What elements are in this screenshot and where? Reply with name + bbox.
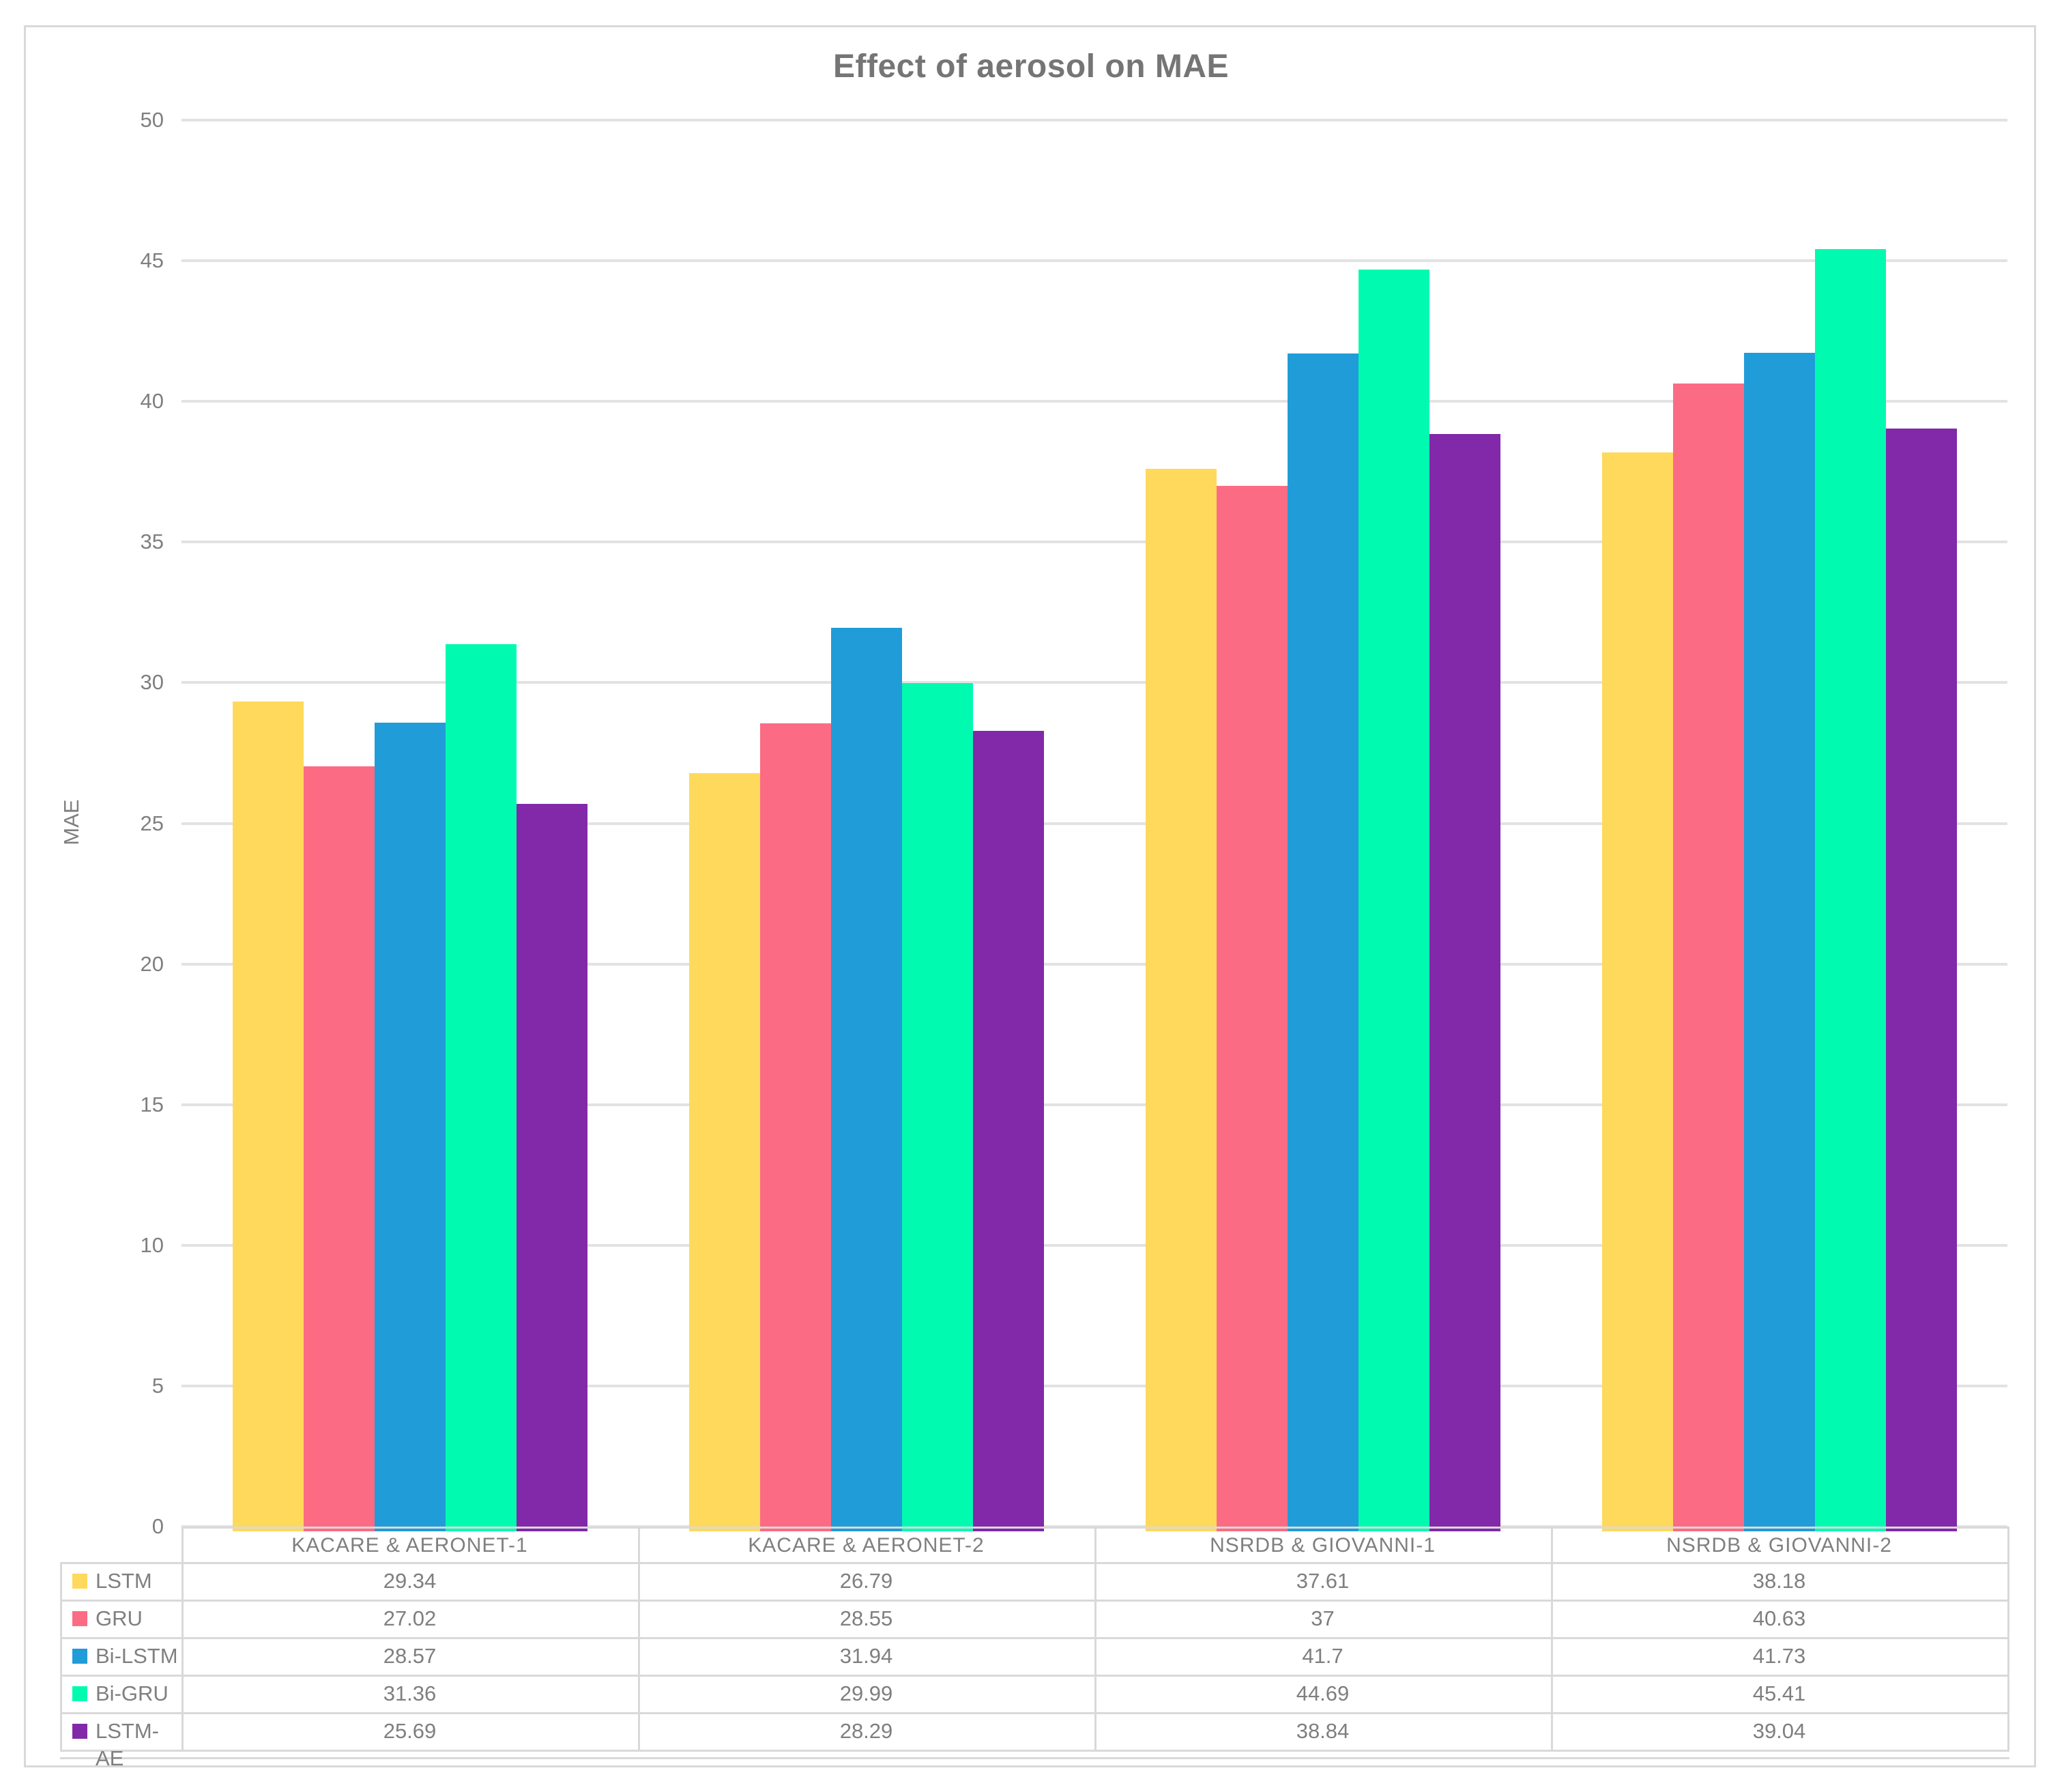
gridline-40 <box>181 400 2007 403</box>
legend-swatch-gru <box>72 1610 87 1626</box>
y-tick-label-20: 20 <box>140 951 164 976</box>
y-tick-label-10: 10 <box>140 1232 164 1257</box>
legend-label-gru: GRU <box>96 1606 143 1630</box>
y-tick-label-0: 0 <box>151 1514 164 1538</box>
bar-group-2 <box>638 120 1094 1531</box>
table-value-bi-gru-1: 31.36 <box>383 1681 437 1705</box>
legend-label-lstm-ae: LSTM-AE <box>96 1718 159 1770</box>
table-header-4: NSRDB & GIOVANNI-2 <box>1666 1534 1892 1557</box>
legend-swatch-lstm <box>72 1573 87 1589</box>
bar-group-1 <box>181 120 638 1531</box>
table-left-border <box>60 1562 62 1752</box>
gridline-10 <box>181 1243 2007 1247</box>
y-tick-label-5: 5 <box>151 1373 164 1398</box>
bar-bi-lstm-2 <box>830 628 902 1531</box>
table-col-border-3 <box>1551 1527 1553 1752</box>
table-col-border-4 <box>2007 1527 2009 1752</box>
gridline-25 <box>181 822 2007 825</box>
gridline-20 <box>181 962 2007 966</box>
table-row-border <box>60 1675 2009 1677</box>
table-value-lstm-2: 26.79 <box>839 1568 893 1593</box>
bar-gru-2 <box>759 723 831 1531</box>
bar-bi-gru-4 <box>1814 249 1886 1531</box>
table-value-bi-lstm-3: 41.7 <box>1302 1643 1344 1668</box>
table-value-bi-gru-3: 44.69 <box>1296 1681 1350 1705</box>
table-value-gru-4: 40.63 <box>1752 1606 1806 1630</box>
table-value-gru-3: 37 <box>1311 1606 1335 1630</box>
bar-bi-gru-1 <box>445 644 517 1531</box>
bar-lstm-ae-3 <box>1429 434 1500 1531</box>
legend-label-bi-gru: Bi-GRU <box>96 1681 169 1705</box>
bar-bi-lstm-1 <box>374 723 446 1531</box>
bar-gru-1 <box>303 766 375 1531</box>
table-outline-bottom <box>60 1757 2009 1759</box>
table-value-bi-gru-2: 29.99 <box>839 1681 893 1705</box>
bar-bi-lstm-4 <box>1743 352 1815 1531</box>
chart-title: Effect of aerosol on MAE <box>832 48 1230 85</box>
legend-swatch-bi-gru <box>72 1686 87 1701</box>
y-tick-label-40: 40 <box>140 389 164 414</box>
table-header-1: KACARE & AERONET-1 <box>291 1534 528 1557</box>
gridline-5 <box>181 1384 2007 1387</box>
bar-lstm-ae-1 <box>516 804 587 1531</box>
y-tick-label-30: 30 <box>140 670 164 695</box>
bar-lstm-ae-2 <box>972 730 1044 1531</box>
gridline-30 <box>181 681 2007 684</box>
bar-gru-3 <box>1216 485 1288 1531</box>
gridline-50 <box>181 119 2007 121</box>
bar-bi-gru-3 <box>1358 269 1429 1531</box>
y-axis-title: MAE <box>59 799 83 846</box>
bar-group-4 <box>1551 120 2007 1531</box>
table-value-lstm-ae-4: 39.04 <box>1752 1718 1806 1743</box>
table-col-border-0 <box>181 1527 184 1752</box>
y-tick-label-45: 45 <box>140 248 164 273</box>
gridline-45 <box>181 259 2007 263</box>
table-value-lstm-1: 29.34 <box>383 1568 437 1593</box>
plot-area <box>181 119 2007 1531</box>
chart-outer-border <box>24 25 2036 1767</box>
legend-swatch-bi-lstm <box>72 1648 87 1664</box>
bar-group-3 <box>1094 120 1551 1531</box>
table-value-bi-lstm-1: 28.57 <box>383 1643 437 1668</box>
y-tick-label-25: 25 <box>140 811 164 835</box>
table-value-gru-2: 28.55 <box>839 1606 893 1630</box>
table-value-bi-lstm-4: 41.73 <box>1752 1643 1806 1668</box>
legend-label-bi-lstm: Bi-LSTM <box>96 1643 178 1668</box>
bar-lstm-4 <box>1601 452 1673 1531</box>
legend-swatch-lstm-ae <box>72 1723 87 1739</box>
table-header-2: KACARE & AERONET-2 <box>748 1534 985 1557</box>
table-value-bi-lstm-2: 31.94 <box>839 1643 893 1668</box>
bar-gru-4 <box>1672 384 1744 1531</box>
table-value-lstm-ae-1: 25.69 <box>383 1718 437 1743</box>
y-tick-label-50: 50 <box>140 108 164 132</box>
table-value-lstm-ae-2: 28.29 <box>839 1718 893 1743</box>
table-row-border <box>60 1712 2009 1714</box>
table-value-gru-1: 27.02 <box>383 1606 437 1630</box>
legend-label-lstm: LSTM <box>96 1568 152 1593</box>
table-row-border <box>60 1750 2009 1752</box>
table-col-border-2 <box>1094 1527 1097 1752</box>
bar-lstm-2 <box>688 772 760 1531</box>
table-value-bi-gru-4: 45.41 <box>1752 1681 1806 1705</box>
bar-lstm-ae-4 <box>1885 428 1957 1531</box>
table-col-border-1 <box>638 1527 640 1752</box>
table-row-border <box>60 1562 2009 1564</box>
bar-lstm-3 <box>1145 468 1217 1531</box>
bar-bi-gru-2 <box>901 682 973 1531</box>
table-header-3: NSRDB & GIOVANNI-1 <box>1210 1534 1436 1557</box>
gridline-35 <box>181 540 2007 544</box>
table-value-lstm-4: 38.18 <box>1752 1568 1806 1593</box>
table-row-border <box>60 1637 2009 1639</box>
table-value-lstm-3: 37.61 <box>1296 1568 1350 1593</box>
bar-bi-lstm-3 <box>1287 353 1359 1531</box>
y-tick-label-35: 35 <box>140 530 164 554</box>
y-tick-label-15: 15 <box>140 1092 164 1116</box>
gridline-15 <box>181 1103 2007 1106</box>
table-value-lstm-ae-3: 38.84 <box>1296 1718 1350 1743</box>
table-row-border <box>60 1600 2009 1602</box>
bar-lstm-1 <box>232 701 304 1531</box>
